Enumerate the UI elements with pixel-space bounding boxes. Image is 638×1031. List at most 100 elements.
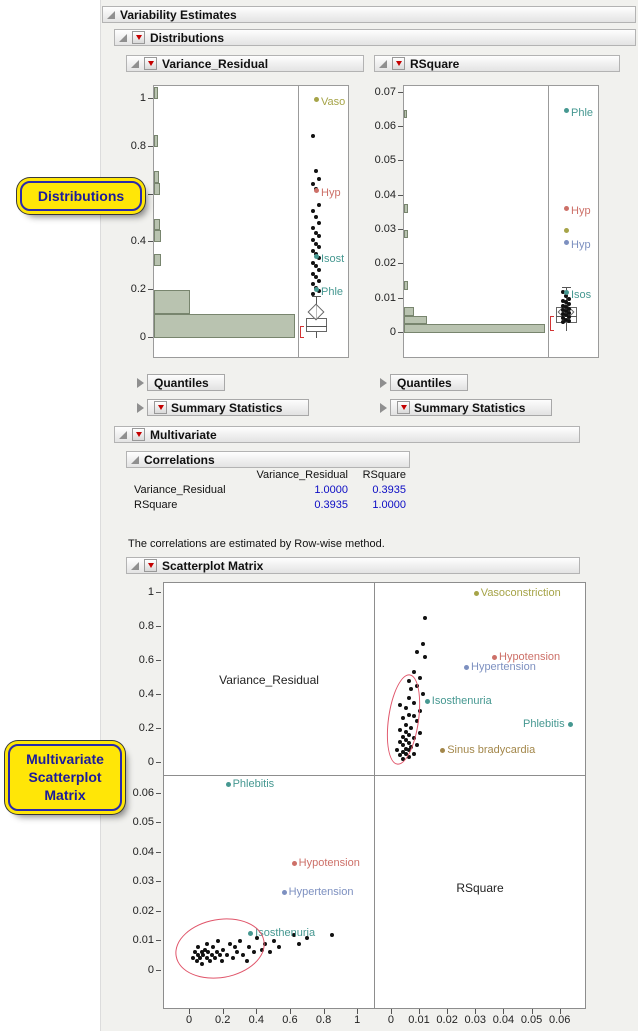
scatter-point[interactable] [218,953,223,958]
scatter-point[interactable] [401,734,405,739]
data-point[interactable] [561,312,565,317]
red-triangle-menu-icon[interactable] [144,57,157,70]
scatter-point[interactable] [403,751,408,756]
distributions-header[interactable]: Distributions [114,29,636,46]
scatter-point[interactable] [219,959,224,964]
histogram-bar[interactable] [404,204,408,213]
scatter-point[interactable] [417,675,422,680]
scatter-point[interactable] [204,941,209,946]
scatter-point[interactable] [420,692,425,697]
quantiles-button-rsquare[interactable]: Quantiles [390,374,468,391]
data-point[interactable] [567,310,571,315]
labeled-data-point[interactable] [314,253,319,259]
disclosure-open-icon[interactable] [119,430,127,439]
labeled-scatter-point[interactable] [464,665,469,671]
scatter-point[interactable] [415,683,419,688]
scatter-point[interactable] [204,956,209,961]
scatter-point[interactable] [406,695,411,700]
red-triangle-menu-icon[interactable] [132,428,145,441]
scatter-point[interactable] [233,944,238,949]
scatter-point[interactable] [224,953,229,958]
scatter-point[interactable] [409,687,414,692]
data-point[interactable] [311,209,315,214]
labeled-data-point[interactable] [314,96,319,102]
corr-value[interactable]: 0.3935 [314,498,348,511]
histogram-bar[interactable] [154,290,190,315]
data-point[interactable] [317,289,321,294]
scatter-point[interactable] [276,944,281,949]
data-point[interactable] [564,300,568,305]
scatter-point[interactable] [191,956,196,961]
scatter-point[interactable] [231,956,236,961]
red-triangle-menu-icon[interactable] [154,401,167,414]
disclosure-collapsed-icon[interactable] [137,403,144,413]
scatter-point[interactable] [406,748,411,753]
scatter-point[interactable] [214,950,219,955]
multivariate-header[interactable]: Multivariate [114,426,580,443]
histogram-bar[interactable] [154,182,160,195]
labeled-scatter-point[interactable] [424,699,430,705]
variance-residual-header[interactable]: Variance_Residual [126,55,364,72]
scatter-point[interactable] [199,950,204,955]
correlations-header[interactable]: Correlations [126,451,410,468]
disclosure-collapsed-icon[interactable] [137,378,144,388]
scatter-point[interactable] [201,953,206,958]
data-point[interactable] [561,290,565,295]
histogram-bar[interactable] [404,229,408,239]
scatter-point[interactable] [259,947,264,952]
labeled-data-point[interactable] [564,239,569,245]
labeled-scatter-point[interactable] [291,860,297,866]
scatter-point[interactable] [213,956,218,961]
data-point[interactable] [317,278,321,283]
scatter-point[interactable] [417,709,422,714]
histogram-bar[interactable] [154,230,161,243]
scatter-point[interactable] [412,736,417,741]
scatter-point[interactable] [296,941,301,946]
data-point[interactable] [314,215,318,220]
scatter-point[interactable] [409,726,414,731]
data-point[interactable] [561,320,565,325]
scatter-point[interactable] [251,950,256,955]
scatter-point[interactable] [406,741,411,746]
data-point[interactable] [311,226,315,231]
histogram-bar[interactable] [154,314,295,339]
scatter-point[interactable] [196,944,201,949]
data-point[interactable] [317,267,321,272]
scatter-point[interactable] [268,950,273,955]
data-point[interactable] [317,177,321,182]
scatter-point[interactable] [244,959,249,964]
data-point[interactable] [317,221,321,226]
labeled-data-point[interactable] [314,287,319,293]
scatter-point[interactable] [423,616,428,621]
data-point[interactable] [314,168,318,173]
scatter-point[interactable] [406,712,411,717]
data-point[interactable] [567,306,571,311]
scatter-point[interactable] [221,947,226,952]
data-point[interactable] [561,307,565,312]
corr-value[interactable]: 0.3935 [372,483,406,496]
scatter-point[interactable] [241,953,246,958]
labeled-scatter-point[interactable] [567,722,573,728]
histogram-bar[interactable] [404,281,408,290]
scatter-point[interactable] [228,941,233,946]
scatter-point[interactable] [409,744,414,749]
scatter-point[interactable] [194,959,199,964]
scatter-point[interactable] [401,716,405,721]
histogram-bar[interactable] [404,315,427,325]
scatter-point[interactable] [417,731,422,736]
quantiles-button-variance[interactable]: Quantiles [147,374,225,391]
data-point[interactable] [311,181,315,186]
scatter-point[interactable] [420,641,425,646]
data-point[interactable] [564,317,568,322]
labeled-data-point[interactable] [564,289,569,295]
distributions-callout[interactable]: Distributions [20,181,142,212]
scatter-point[interactable] [401,756,405,761]
labeled-scatter-point[interactable] [248,931,254,937]
data-point[interactable] [564,293,568,298]
labeled-data-point[interactable] [564,205,569,211]
labeled-scatter-point[interactable] [281,890,287,896]
red-triangle-menu-icon[interactable] [132,31,145,44]
variability-estimates-header[interactable]: Variability Estimates [102,6,636,23]
scatter-point[interactable] [423,655,428,660]
red-triangle-menu-icon[interactable] [144,559,157,572]
